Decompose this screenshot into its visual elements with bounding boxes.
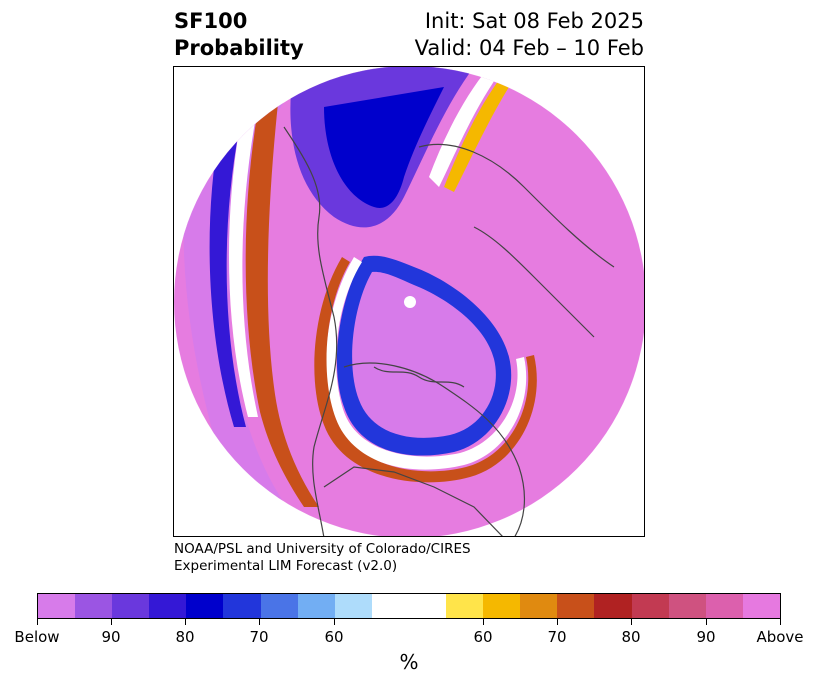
map-panel bbox=[173, 66, 645, 537]
colorbar-tick-label: 70 bbox=[547, 628, 567, 646]
neutral-band-north bbox=[429, 67, 504, 187]
colorbar-tick-label: 70 bbox=[249, 628, 269, 646]
colorbar-tick-label: Above bbox=[756, 628, 804, 646]
valid-range: Valid: 04 Feb – 10 Feb bbox=[414, 36, 644, 60]
polar-map bbox=[174, 67, 644, 536]
map-title: SF100 Probability bbox=[174, 8, 304, 62]
colorbar-segment bbox=[112, 594, 150, 618]
coastlines bbox=[283, 126, 615, 536]
credit-line-1: NOAA/PSL and University of Colorado/CIRE… bbox=[174, 541, 471, 557]
neutral-band-west bbox=[228, 67, 266, 417]
colorbar-tick bbox=[631, 619, 632, 625]
colorbar-segment bbox=[520, 594, 558, 618]
colorbar-tick-label: 60 bbox=[473, 628, 493, 646]
colorbar-tick-label: 90 bbox=[696, 628, 716, 646]
colorbar-segment bbox=[557, 594, 595, 618]
below-normal-loop-interior bbox=[352, 271, 496, 438]
colorbar-tick bbox=[483, 619, 484, 625]
colorbar-tick bbox=[706, 619, 707, 625]
colorbar-segment bbox=[742, 594, 780, 618]
pole-hole bbox=[404, 296, 416, 308]
colorbar-segment bbox=[223, 594, 261, 618]
below-core-lobe-north bbox=[324, 87, 444, 208]
colorbar-segment bbox=[446, 594, 484, 618]
forecast-dates: Init: Sat 08 Feb 2025 Valid: 04 Feb – 10… bbox=[415, 8, 644, 62]
colorbar-unit: % bbox=[399, 650, 419, 674]
colorbar-segment bbox=[297, 594, 335, 618]
colorbar-tick-label: 80 bbox=[175, 628, 195, 646]
colorbar-segment bbox=[371, 594, 447, 618]
colorbar-tick bbox=[557, 619, 558, 625]
colorbar-segment bbox=[260, 594, 298, 618]
title-variable: SF100 bbox=[174, 9, 248, 33]
init-date: Init: Sat 08 Feb 2025 bbox=[424, 9, 644, 33]
colorbar-tick bbox=[334, 619, 335, 625]
colorbar-tick-label: 80 bbox=[621, 628, 641, 646]
neutral-loop-edge bbox=[325, 257, 527, 470]
colorbar-tick bbox=[37, 619, 38, 625]
colorbar-segment bbox=[75, 594, 113, 618]
credit-line-2: Experimental LIM Forecast (v2.0) bbox=[174, 558, 398, 574]
title-product: Probability bbox=[174, 36, 304, 60]
colorbar bbox=[37, 593, 781, 619]
colorbar-tick-label: 60 bbox=[324, 628, 344, 646]
colorbar-segment bbox=[594, 594, 632, 618]
colorbar-segment bbox=[38, 594, 76, 618]
colorbar-segment bbox=[186, 594, 224, 618]
colorbar-segment bbox=[668, 594, 706, 618]
above-band-west bbox=[245, 67, 319, 507]
colorbar-tick-label: Below bbox=[14, 628, 60, 646]
colorbar-tick bbox=[111, 619, 112, 625]
above-loop-edge bbox=[314, 257, 537, 483]
above-band-north bbox=[444, 67, 522, 192]
colorbar-tick bbox=[780, 619, 781, 625]
colorbar-segment bbox=[631, 594, 669, 618]
colorbar-segment bbox=[149, 594, 187, 618]
colorbar-segment bbox=[705, 594, 743, 618]
credit-text: NOAA/PSL and University of Colorado/CIRE… bbox=[174, 541, 471, 575]
colorbar-tick bbox=[259, 619, 260, 625]
colorbar-segment bbox=[334, 594, 372, 618]
colorbar-tick bbox=[185, 619, 186, 625]
colorbar-tick-label: 90 bbox=[101, 628, 121, 646]
colorbar-segment bbox=[483, 594, 521, 618]
